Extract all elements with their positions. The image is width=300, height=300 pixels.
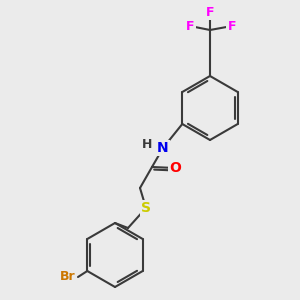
Text: F: F	[206, 5, 214, 19]
Text: Br: Br	[60, 271, 76, 284]
Text: F: F	[186, 20, 194, 32]
Text: O: O	[169, 161, 181, 175]
Text: F: F	[228, 20, 236, 32]
Text: S: S	[141, 201, 151, 215]
Text: N: N	[157, 141, 169, 155]
Text: H: H	[142, 139, 152, 152]
